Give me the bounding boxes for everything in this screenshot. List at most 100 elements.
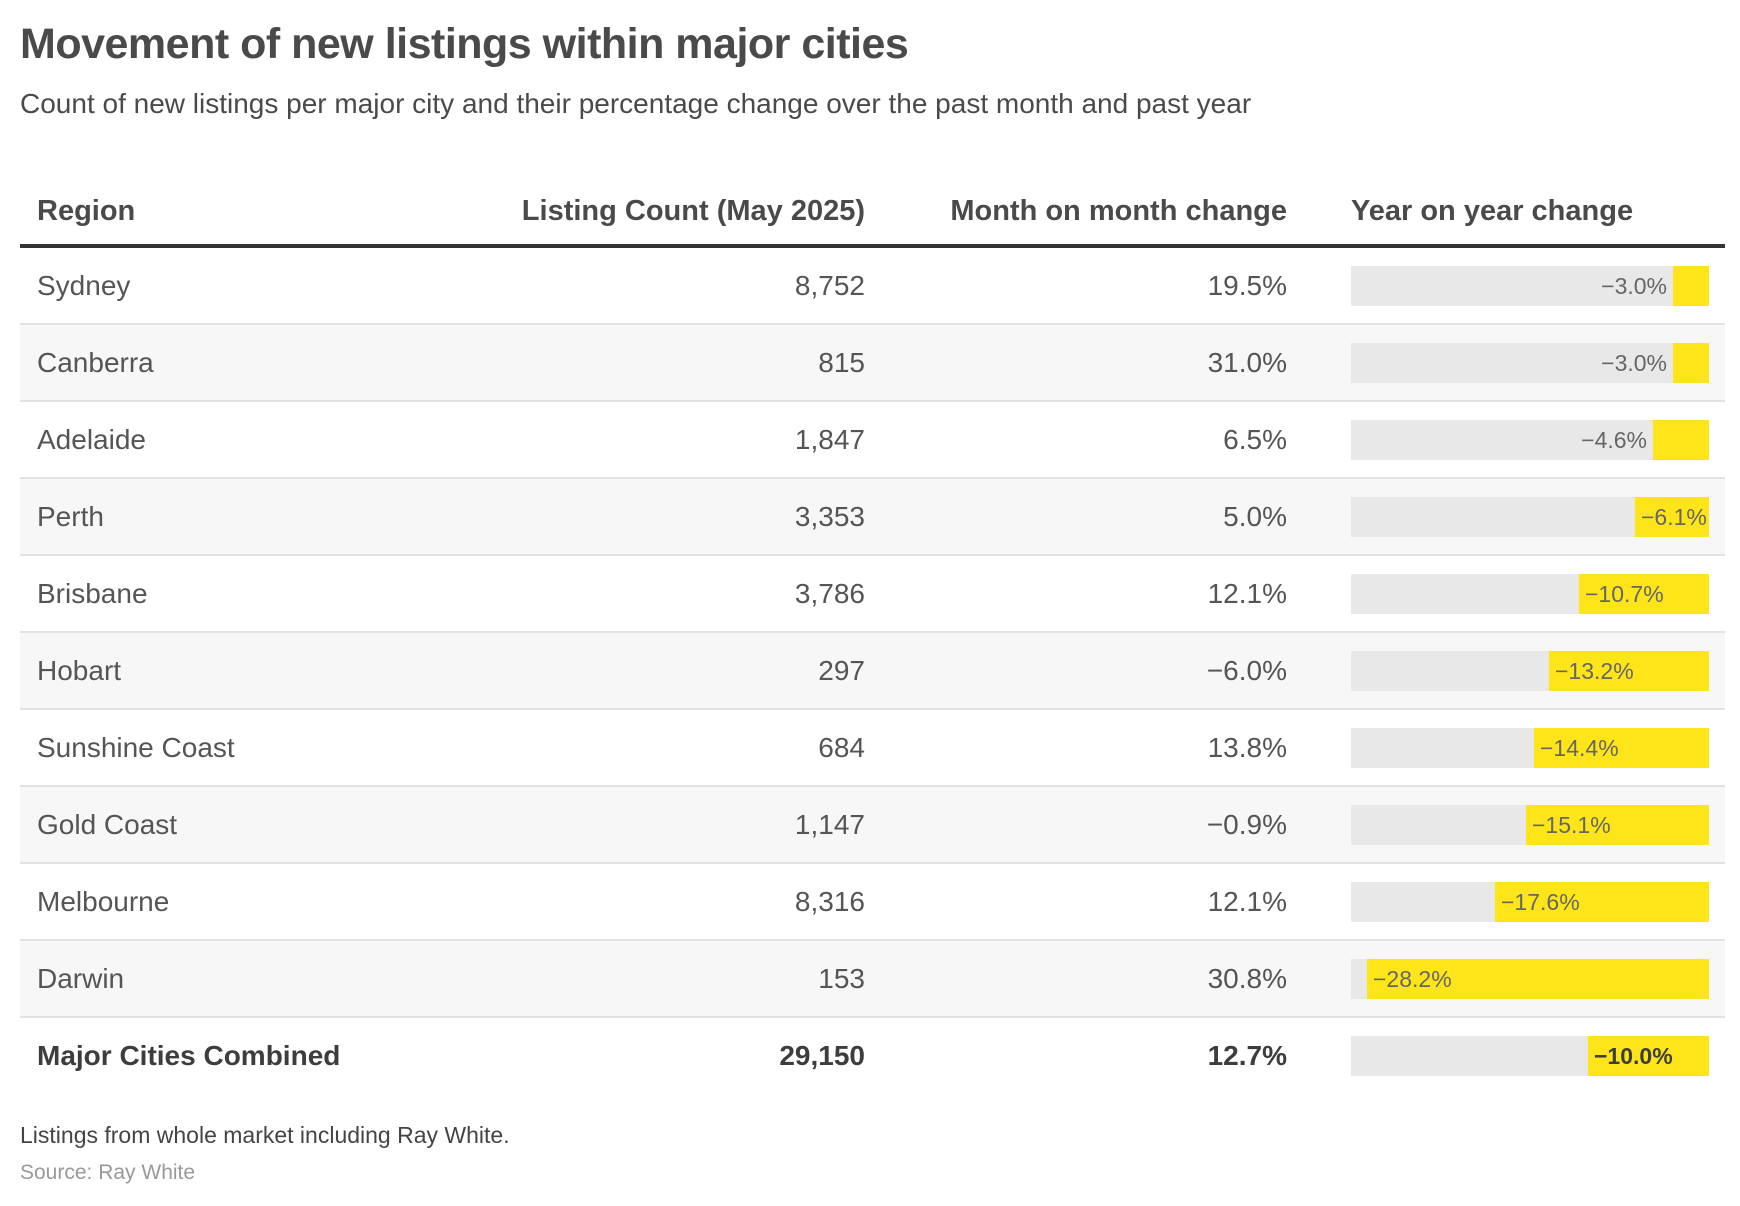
yoy-change-cell: −6.1% [1351,478,1725,556]
region-cell: Brisbane [20,555,410,633]
mom-change-cell: 12.7% [1207,1039,1287,1071]
yoy-bar-track: −3.0% [1351,265,1709,306]
region-cell: Sydney [20,246,410,325]
yoy-bar-label: −3.0% [1601,272,1667,299]
region-cell: Canberra [20,324,410,402]
listing-count-cell: 297 [410,632,865,710]
table-row: Melbourne 8,316 12.1% −17.6% [20,863,1725,941]
yoy-bar [1673,342,1709,383]
region-cell: Gold Coast [20,786,410,864]
mom-change-cell: 30.8% [865,940,1287,1018]
yoy-bar-label: −3.0% [1601,349,1667,376]
table-row: Hobart 297 −6.0% −13.2% [20,632,1725,710]
mom-change-cell: 12.1% [865,863,1287,941]
yoy-bar-track: −3.0% [1351,342,1709,383]
mom-change-cell: 31.0% [865,324,1287,402]
yoy-bar [1534,727,1709,768]
yoy-bar-label: −13.2% [1555,657,1634,684]
listing-count-cell: 3,353 [410,478,865,556]
table-row: Gold Coast 1,147 −0.9% −15.1% [20,786,1725,864]
listing-count-cell: 1,847 [410,401,865,479]
listing-count-cell: 3,786 [410,555,865,633]
listings-table: Region Listing Count (May 2025) Month on… [20,178,1725,1093]
listing-count-cell: 815 [410,324,865,402]
yoy-change-cell: −4.6% [1351,401,1725,479]
region-cell: Hobart [20,632,410,710]
table-row: Darwin 153 30.8% −28.2% [20,940,1725,1018]
yoy-bar [1495,881,1709,922]
total-row: Major Cities Combined 29,150 12.7% −10.0% [20,1017,1725,1093]
region-cell: Melbourne [20,863,410,941]
page-title: Movement of new listings within major ci… [20,20,909,68]
yoy-bar [1673,265,1709,306]
listing-count-cell: 153 [410,940,865,1018]
table-row: Canberra 815 31.0% −3.0% [20,324,1725,402]
yoy-bar-track: −10.7% [1351,573,1709,614]
mom-change-cell: 12.1% [865,555,1287,633]
yoy-bar-label: −15.1% [1532,811,1611,838]
listing-count-cell: 8,752 [410,246,865,325]
yoy-change-cell: −3.0% [1351,324,1725,402]
footnote: Listings from whole market including Ray… [20,1122,510,1148]
yoy-bar-label: −28.2% [1373,965,1452,992]
column-header-mom: Month on month change [865,178,1287,248]
yoy-change-cell: −13.2% [1351,632,1725,710]
table-row: Brisbane 3,786 12.1% −10.7% [20,555,1725,633]
yoy-bar-track: −15.1% [1351,804,1709,845]
gap-cell [1287,555,1351,633]
gap-cell [1287,1017,1351,1093]
gap-cell [1287,632,1351,710]
source-note: Source: Ray White [20,1161,196,1184]
column-header-region: Region [20,178,410,248]
gap-cell [1287,246,1351,325]
page-subtitle: Count of new listings per major city and… [20,88,1252,119]
yoy-bar-track: −6.1% [1351,496,1709,537]
mom-change-cell: 6.5% [865,401,1287,479]
region-cell: Darwin [20,940,410,1018]
listing-count-cell: 8,316 [410,863,865,941]
listing-count-cell: 29,150 [779,1039,865,1071]
yoy-bar [1588,1035,1709,1076]
gap-cell [1287,940,1351,1018]
gap-cell [1287,401,1351,479]
gap-cell [1287,478,1351,556]
yoy-change-cell: −17.6% [1351,863,1725,941]
gap-cell [1287,324,1351,402]
mom-change-cell: 19.5% [865,246,1287,325]
yoy-change-cell: −3.0% [1351,246,1725,325]
yoy-bar [1635,496,1709,537]
yoy-bar-track: −17.6% [1351,881,1709,922]
table-row: Sunshine Coast 684 13.8% −14.4% [20,709,1725,787]
yoy-bar-track: −4.6% [1351,419,1709,460]
yoy-bar-track: −10.0% [1351,1035,1709,1076]
yoy-bar-label: −10.7% [1585,580,1664,607]
yoy-change-cell: −28.2% [1351,940,1725,1018]
region-cell: Sunshine Coast [20,709,410,787]
yoy-bar-label: −14.4% [1540,734,1619,761]
table-row: Sydney 8,752 19.5% −3.0% [20,246,1725,325]
yoy-bar [1367,958,1709,999]
yoy-bar-label: −6.1% [1641,503,1707,530]
mom-change-cell: −6.0% [865,632,1287,710]
yoy-bar [1579,573,1709,614]
gap-cell [1287,709,1351,787]
yoy-bar-label: −10.0% [1594,1042,1673,1069]
column-header-yoy: Year on year change [1351,178,1725,248]
yoy-change-cell: −15.1% [1351,786,1725,864]
gap-cell [1287,786,1351,864]
mom-change-cell: 5.0% [865,478,1287,556]
table-body: Sydney 8,752 19.5% −3.0% Canberra 815 31.0% −3.… [20,246,1725,1093]
yoy-bar [1653,419,1709,460]
table-row: Adelaide 1,847 6.5% −4.6% [20,401,1725,479]
yoy-bar-label: −17.6% [1501,888,1580,915]
mom-change-cell: −0.9% [865,786,1287,864]
yoy-bar [1549,650,1709,691]
yoy-change-cell: −10.7% [1351,555,1725,633]
region-cell: Perth [20,478,410,556]
mom-change-cell: 13.8% [865,709,1287,787]
column-gap [1287,178,1351,248]
table-header-row: Region Listing Count (May 2025) Month on… [20,178,1725,248]
table-row: Perth 3,353 5.0% −6.1% [20,478,1725,556]
listing-count-cell: 1,147 [410,786,865,864]
yoy-bar-track: −13.2% [1351,650,1709,691]
